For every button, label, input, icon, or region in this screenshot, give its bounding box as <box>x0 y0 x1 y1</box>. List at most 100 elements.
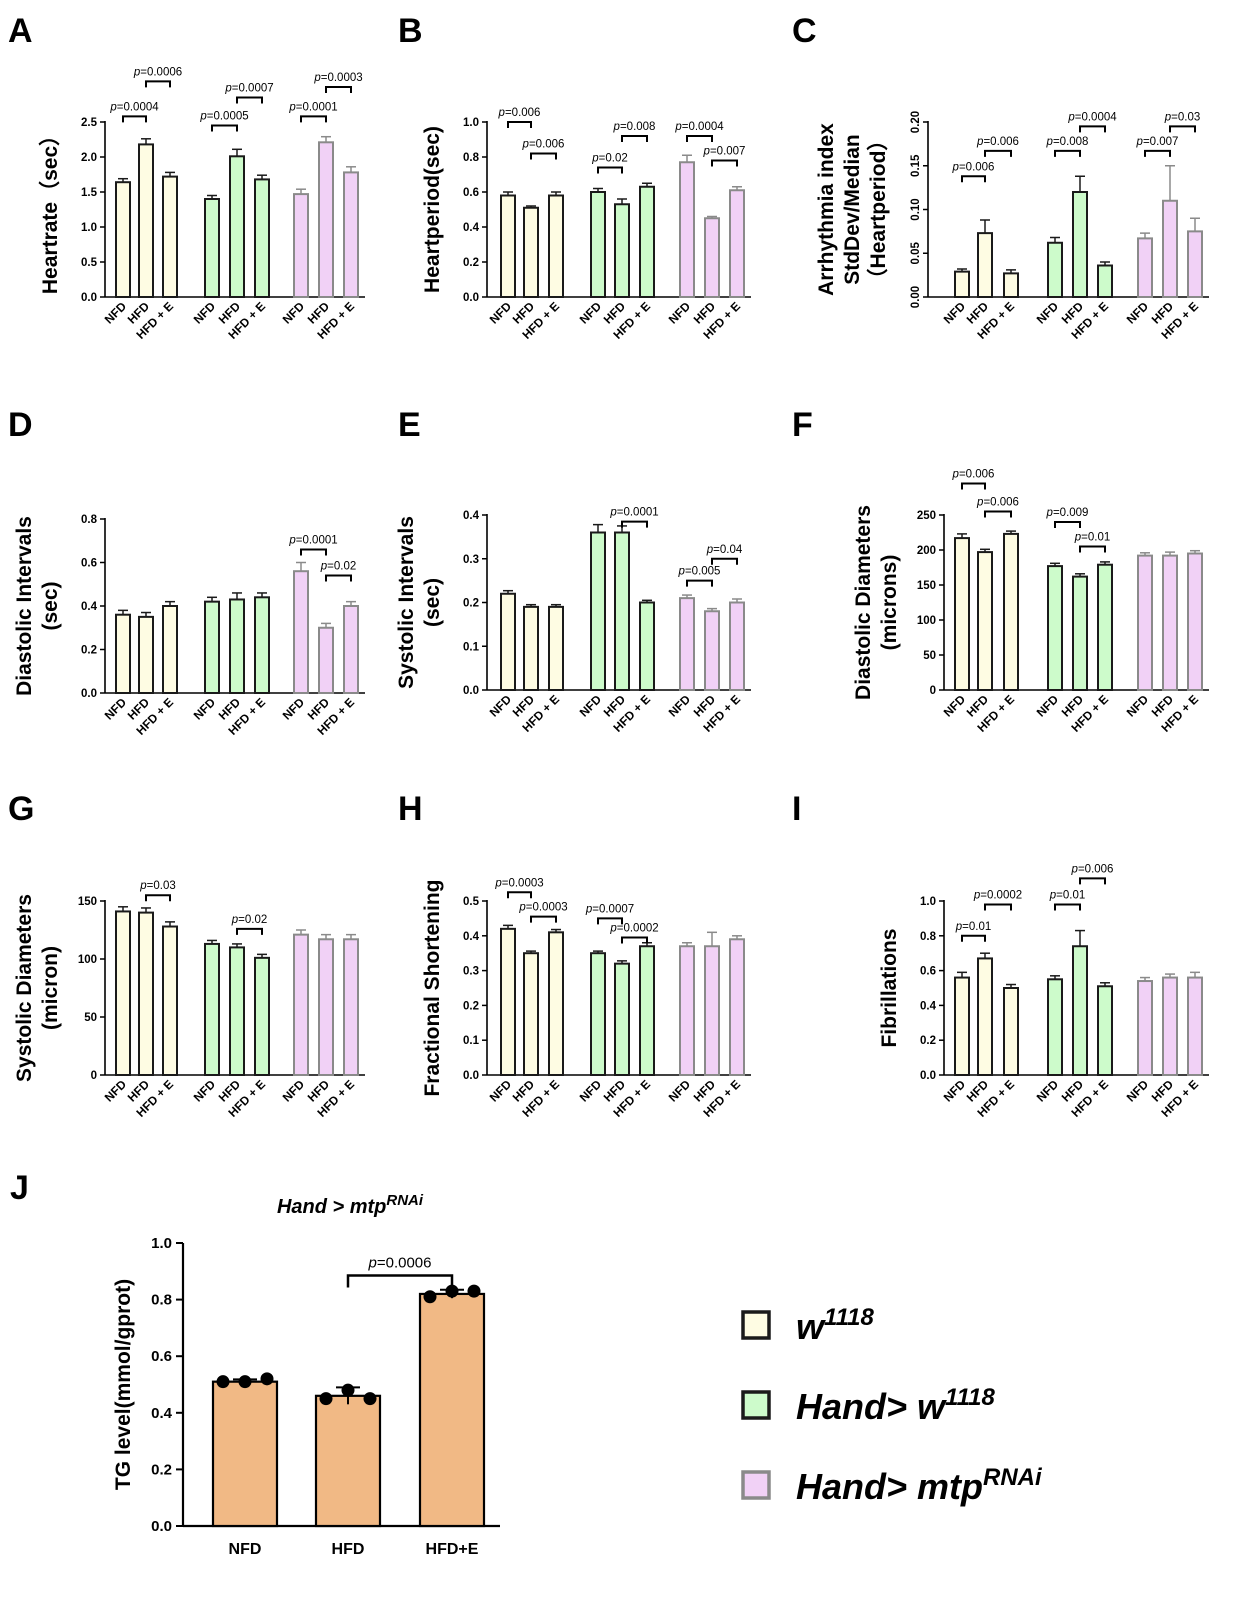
significance-bracket: p=0.005 <box>678 566 720 587</box>
data-point <box>341 1383 355 1397</box>
p-symbol: p <box>703 146 711 158</box>
panel-j: J Hand > mtpRNAi 0.0 0.2 0.4 0.6 0.8 1.0 TG leve… <box>10 1169 500 1558</box>
x-tick-label: NFD <box>941 1077 969 1105</box>
p-symbol: p <box>288 534 296 546</box>
y-tick-label: 100 <box>917 615 936 627</box>
bar-handw1118-hfde <box>254 956 270 1077</box>
bar-w1118-nfd <box>954 537 970 691</box>
legend-label: w1118 <box>796 1304 874 1347</box>
x-tick-label: NFD <box>666 1077 694 1105</box>
p-value-label: p=0.0006 <box>368 1255 432 1272</box>
bar-handmtprnai-hfde <box>729 601 745 691</box>
x-tick-label: NFD <box>1034 1077 1062 1105</box>
p-value: =0.02 <box>238 914 267 926</box>
bar-handmtprnai-hfd <box>318 626 334 694</box>
p-value: =0.006 <box>959 161 995 173</box>
y-axis-label: TG level(mmol/gprot) <box>112 1279 135 1490</box>
y-axis-label: (sec) <box>39 581 62 630</box>
legend-label: Hand> mtpRNAi <box>796 1464 1043 1507</box>
y-axis-label: (micron) <box>39 946 62 1030</box>
bar-handmtprnai-hfd <box>704 217 720 298</box>
legend-label-superscript: 1118 <box>945 1384 995 1411</box>
bar-w1118-nfd <box>500 927 516 1077</box>
p-symbol: p <box>674 121 682 133</box>
p-symbol: p <box>1071 863 1079 875</box>
significance-bracket: p=0.0003 <box>518 902 568 923</box>
bar-handw1118-hfd <box>1072 945 1088 1076</box>
bar-handmtprnai-nfd <box>679 161 695 298</box>
p-symbol: p <box>976 497 984 509</box>
bar-w1118-nfd <box>954 270 970 298</box>
bar-handw1118-hfd <box>1072 191 1088 298</box>
bar-handmtprnai-hfd <box>318 141 334 298</box>
p-value: =0.02 <box>327 561 356 573</box>
bar-handmtprnai-nfd <box>293 193 309 299</box>
p-value-label: p=0.0004 <box>109 101 159 113</box>
significance-bracket: p=0.0006 <box>346 1255 454 1288</box>
data-point <box>238 1375 252 1389</box>
bracket-line <box>1054 149 1081 157</box>
p-symbol: p <box>952 161 960 173</box>
significance-bracket: p=0.006 <box>952 469 994 490</box>
bar-handw1118-hfd <box>229 598 245 694</box>
panel-a: A0.00.51.01.52.02.5Heartrate（sec）NFDHFDH… <box>8 12 365 342</box>
bar-handw1118-nfd <box>204 198 220 298</box>
legend-label-superscript: RNAi <box>983 1464 1043 1491</box>
significance-bracket: p=0.0003 <box>494 877 544 899</box>
significance-bracket: p=0.02 <box>591 153 628 174</box>
p-value-label: p=0.0003 <box>518 902 567 914</box>
y-tick-label: 1.0 <box>920 896 936 908</box>
p-value: =0.0004 <box>1075 111 1117 123</box>
significance-bracket: p=0.006 <box>1071 863 1113 885</box>
bracket-line <box>211 124 238 132</box>
bracket-line <box>1079 125 1106 133</box>
bar-w1118-hfde <box>162 925 178 1077</box>
significance-bracket: p=0.0002 <box>973 889 1022 911</box>
y-tick-label: 0.2 <box>81 645 97 657</box>
bar-handmtprnai-hfd <box>704 945 720 1076</box>
p-symbol: p <box>494 877 502 889</box>
x-tick-label: NFD <box>666 299 694 327</box>
y-tick-label: 1.0 <box>81 222 97 234</box>
panel-h: H 0.0 0.1 0.2 0.3 0.4 0.5 Fractional Shortening… <box>398 790 751 1120</box>
bar-handw1118-nfd <box>590 531 606 691</box>
significance-bracket: p=0.0004 <box>109 101 159 123</box>
y-axis-label: Heartrate（sec） <box>38 125 62 294</box>
bar-handw1118-hfd <box>614 203 630 298</box>
bar-w1118-hfd <box>523 206 539 298</box>
bar-handw1118-nfd <box>590 952 606 1077</box>
bar-tg-nfd <box>211 1380 279 1528</box>
significance-bracket: p=0.0001 <box>288 101 338 123</box>
bracket-line <box>1054 903 1081 911</box>
p-value: =0.02 <box>599 153 628 165</box>
bar-handmtprnai-hfde <box>729 189 745 298</box>
y-tick-label: 0.4 <box>151 1405 173 1422</box>
p-value-label: p=0.008 <box>1046 136 1089 148</box>
y-axis-label: （Heartperiod） <box>866 130 890 290</box>
x-tick-label: NFD <box>102 299 130 327</box>
bar-handmtprnai-nfd <box>293 933 309 1077</box>
data-point <box>260 1372 274 1386</box>
y-tick-label: 0.6 <box>463 187 479 199</box>
p-symbol: p <box>1067 111 1075 123</box>
x-tick-label: NFD <box>941 299 969 327</box>
p-symbol: p <box>678 566 686 578</box>
p-value-label: p=0.02 <box>591 153 628 165</box>
p-symbol: p <box>313 72 321 84</box>
bar-handw1118-hfde <box>639 945 655 1076</box>
x-tick-label: HFD+E <box>426 1541 479 1558</box>
y-tick-label: 0.6 <box>81 558 97 570</box>
y-tick-label: 0.4 <box>463 222 480 234</box>
p-symbol: p <box>591 153 599 165</box>
p-value-label: p=0.0001 <box>609 507 658 519</box>
y-tick-label: 0.10 <box>910 198 922 220</box>
significance-bracket: p=0.0003 <box>313 72 363 93</box>
bracket-line <box>346 1274 454 1288</box>
significance-bracket: p=0.007 <box>703 146 745 167</box>
p-value-label: p=0.006 <box>976 497 1019 509</box>
y-axis-label: Heartperiod(sec) <box>421 126 444 293</box>
bar-handmtprnai-nfd <box>1137 554 1153 691</box>
p-symbol: p <box>288 101 296 113</box>
significance-bracket: p=0.0007 <box>224 83 274 104</box>
